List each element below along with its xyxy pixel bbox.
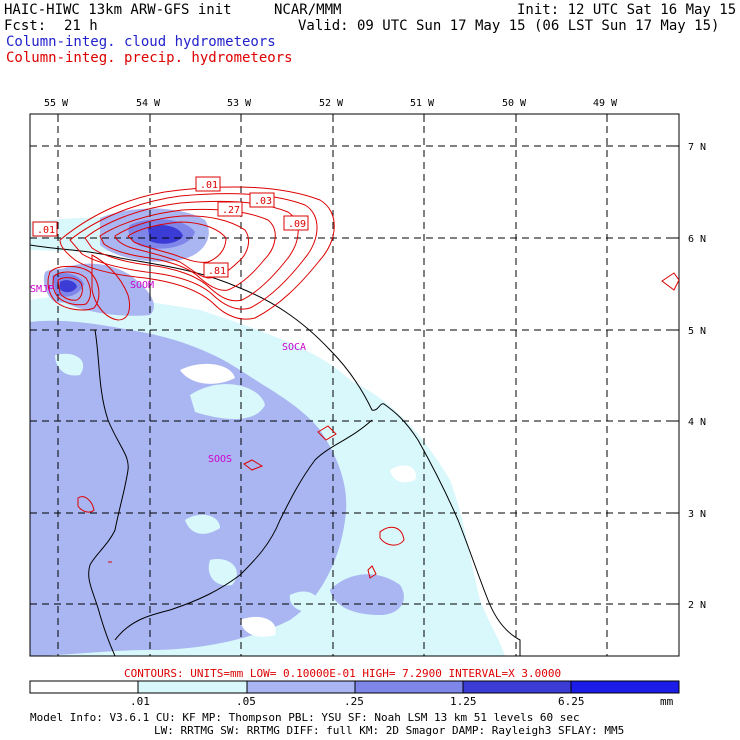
lon-label: 51 W bbox=[410, 98, 435, 109]
coastline bbox=[30, 244, 521, 656]
frame-ticks bbox=[57, 114, 679, 605]
scale-tick-label: 1.25 bbox=[450, 695, 477, 708]
lon-label: 54 W bbox=[136, 98, 161, 109]
axis-labels: 55 W 54 W 53 W 52 W 51 W 50 W 49 W 7 N 6… bbox=[44, 98, 706, 611]
svg-text:.03: .03 bbox=[254, 196, 272, 207]
svg-text:.01: .01 bbox=[200, 180, 218, 191]
border-east bbox=[114, 419, 373, 641]
svg-text:.81: .81 bbox=[208, 266, 226, 277]
station-labels: SMJP SOOM SOCA SOOS bbox=[30, 280, 306, 465]
color-scale-bar bbox=[29, 680, 680, 694]
contour-label: .03 bbox=[249, 192, 275, 208]
map-title: HAIC-HIWC 13km ARW-GFS init bbox=[4, 2, 232, 18]
lon-label: 53 W bbox=[227, 98, 252, 109]
contour-label: .01 bbox=[32, 221, 58, 237]
lat-label: 6 N bbox=[688, 234, 706, 245]
organization: NCAR/MMM bbox=[274, 2, 342, 18]
model-info-line1: Model Info: V3.6.1 CU: KF MP: Thompson P… bbox=[30, 711, 580, 724]
svg-text:.01: .01 bbox=[37, 225, 55, 236]
contour-label: .09 bbox=[283, 215, 309, 231]
lon-label: 49 W bbox=[593, 98, 618, 109]
valid-time: Valid: 09 UTC Sun 17 May 15 (06 LST Sun … bbox=[298, 18, 720, 34]
contour-label: .27 bbox=[217, 201, 243, 217]
lon-label: 55 W bbox=[44, 98, 69, 109]
cloud-light-area bbox=[30, 320, 347, 656]
svg-text:.09: .09 bbox=[288, 219, 306, 230]
scale-tick-label: .01 bbox=[130, 695, 150, 708]
cloud-fill-layer bbox=[30, 208, 505, 656]
contour-labels: .01 .01 .27 .03 .09 .81 bbox=[32, 176, 309, 278]
lat-label: 7 N bbox=[688, 142, 706, 153]
border-west bbox=[88, 329, 129, 656]
scale-ticks: .01 .05 .25 1.25 6.25 mm bbox=[130, 695, 674, 708]
coastline-borders bbox=[30, 244, 521, 656]
contour-label: .01 bbox=[195, 176, 221, 192]
init-time: Init: 12 UTC Sat 16 May 15 bbox=[517, 2, 737, 18]
cloud-dark-core bbox=[148, 225, 183, 244]
precip-contours bbox=[47, 186, 679, 579]
contour-label: .81 bbox=[203, 262, 229, 278]
scale-tick-label: .25 bbox=[344, 695, 364, 708]
lat-label: 3 N bbox=[688, 509, 706, 520]
station-label: SOOM bbox=[130, 280, 154, 291]
lat-label: 5 N bbox=[688, 326, 706, 337]
legend-cloud-label: Column-integ. cloud hydrometeors bbox=[6, 34, 276, 50]
lat-label: 2 N bbox=[688, 600, 706, 611]
scale-unit: mm bbox=[660, 695, 674, 708]
lat-label: 4 N bbox=[688, 417, 706, 428]
svg-text:.27: .27 bbox=[222, 205, 240, 216]
station-label: SOCA bbox=[282, 342, 306, 353]
station-label: SMJP bbox=[30, 284, 54, 295]
scale-tick-label: .05 bbox=[236, 695, 256, 708]
map-frame bbox=[29, 113, 680, 657]
lon-label: 52 W bbox=[319, 98, 344, 109]
forecast-hours: 21 h bbox=[64, 18, 98, 34]
lon-label: 50 W bbox=[502, 98, 527, 109]
contour-info: CONTOURS: UNITS=mm LOW= 0.10000E-01 HIGH… bbox=[124, 667, 562, 680]
station-label: SOOS bbox=[208, 454, 232, 465]
legend-precip-label: Column-integ. precip. hydrometeors bbox=[6, 50, 293, 66]
scale-tick-label: 6.25 bbox=[558, 695, 585, 708]
lat-lon-grid bbox=[30, 114, 679, 656]
forecast-label: Fcst: bbox=[4, 18, 47, 34]
model-info-line2: LW: RRTMG SW: RRTMG DIFF: full KM: 2D Sm… bbox=[154, 724, 625, 737]
